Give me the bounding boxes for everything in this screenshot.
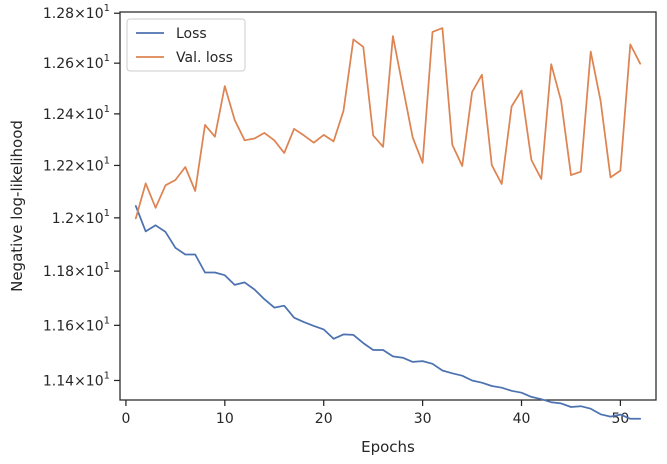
x-tick-label: 50 bbox=[611, 411, 629, 427]
y-tick-mantissa: 1.24 bbox=[43, 107, 74, 123]
y-tick-mantissa: 1.18 bbox=[43, 264, 74, 280]
y-tick-exponent: 1 bbox=[104, 208, 110, 219]
x-tick-label: 20 bbox=[315, 411, 333, 427]
y-tick-mantissa: 1.2 bbox=[52, 211, 74, 227]
y-tick-label: 1.26×101 bbox=[43, 53, 110, 72]
y-tick-times: × bbox=[74, 107, 86, 123]
y-tick-label: 1.24×101 bbox=[43, 104, 110, 123]
y-tick-mantissa: 1.26 bbox=[43, 56, 74, 72]
y-tick-label: 1.14×101 bbox=[43, 370, 110, 389]
y-tick-mantissa: 1.14 bbox=[43, 373, 74, 389]
y-axis-label: Negative log-likelihood bbox=[8, 120, 26, 292]
series-line-val-loss bbox=[134, 27, 642, 220]
plot-area bbox=[119, 11, 657, 401]
y-tick-times: × bbox=[74, 56, 86, 72]
x-axis-label: Epochs bbox=[361, 438, 415, 456]
y-tick-label: 1.22×101 bbox=[43, 155, 110, 174]
y-tick-times: × bbox=[74, 211, 86, 227]
y-tick-mantissa: 1.16 bbox=[43, 318, 74, 334]
y-tick-exponent: 1 bbox=[104, 3, 110, 14]
y-tick-times: × bbox=[74, 373, 86, 389]
y-tick-mantissa: 1.28 bbox=[43, 6, 74, 22]
x-axis: 0 10 20 30 40 50 bbox=[121, 400, 629, 427]
y-tick-exponent: 1 bbox=[104, 370, 110, 381]
y-tick-exponent: 1 bbox=[104, 315, 110, 326]
x-tick-label: 40 bbox=[513, 411, 531, 427]
y-tick-label: 1.16×101 bbox=[43, 315, 110, 334]
y-tick-label: 1.18×101 bbox=[43, 261, 110, 280]
y-tick-exponent: 1 bbox=[104, 104, 110, 115]
y-tick-exponent: 1 bbox=[104, 53, 110, 64]
y-tick-base: 10 bbox=[86, 264, 104, 280]
y-tick-label: 1.2×101 bbox=[52, 208, 110, 227]
y-tick-times: × bbox=[74, 318, 86, 334]
y-tick-times: × bbox=[74, 158, 86, 174]
y-tick-mantissa: 1.22 bbox=[43, 158, 74, 174]
legend-label-val-loss: Val. loss bbox=[176, 50, 233, 66]
y-tick-exponent: 1 bbox=[104, 155, 110, 166]
legend-label-loss: Loss bbox=[176, 26, 207, 42]
x-tick-label: 10 bbox=[216, 411, 234, 427]
series-line-loss bbox=[134, 205, 642, 420]
y-tick-times: × bbox=[74, 6, 86, 22]
y-tick-base: 10 bbox=[86, 6, 104, 22]
y-tick-base: 10 bbox=[86, 158, 104, 174]
y-axis: 1.14×1011.16×1011.18×1011.2×1011.22×1011… bbox=[43, 3, 120, 389]
y-tick-base: 10 bbox=[86, 211, 104, 227]
y-tick-times: × bbox=[74, 264, 86, 280]
y-tick-exponent: 1 bbox=[104, 261, 110, 272]
y-tick-base: 10 bbox=[86, 373, 104, 389]
series-lines bbox=[134, 27, 642, 420]
legend: Loss Val. loss bbox=[126, 18, 246, 72]
legend-box bbox=[126, 18, 246, 72]
y-tick-base: 10 bbox=[86, 107, 104, 123]
x-tick-label: 30 bbox=[414, 411, 432, 427]
x-tick-label: 0 bbox=[121, 411, 130, 427]
y-tick-base: 10 bbox=[86, 56, 104, 72]
y-tick-base: 10 bbox=[86, 318, 104, 334]
y-tick-label: 1.28×101 bbox=[43, 3, 110, 22]
